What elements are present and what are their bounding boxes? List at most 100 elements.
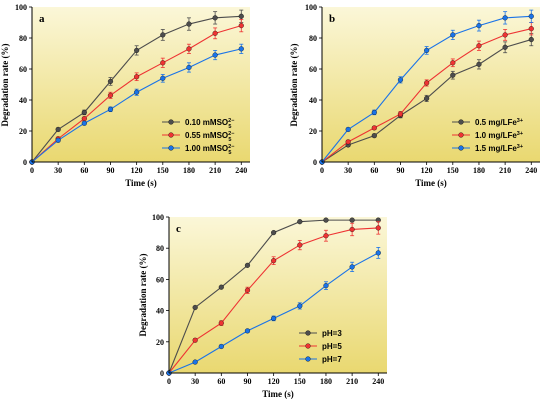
data-point-b-1-5 [450,60,456,66]
legend-name-a-2: 1.00 mMSO [185,144,228,153]
legend-sup-a-2: 2− [228,144,234,150]
x-tick-label-b-5: 150 [447,166,459,175]
legend-name-c-1: pH=5 [322,342,342,351]
data-point-b-2-3 [397,77,404,83]
panel-label-c: c [176,223,181,235]
data-point-a-2-4 [134,89,140,95]
legend-name-a-1: 0.55 mMSO [185,131,228,140]
x-tick-label-a-8: 240 [235,166,247,175]
data-point-b-1-6 [476,43,482,49]
data-point-b-2-1 [345,126,351,133]
data-point-a-2-2 [81,120,87,126]
plot-area-c [169,217,387,373]
x-tick-label-b-8: 240 [525,166,537,175]
data-point-c-0-3 [244,262,251,268]
data-point-c-0-6 [323,217,329,223]
data-point-c-1-4 [271,258,277,264]
x-tick-label-c-7: 210 [346,377,358,386]
y-tick-label-a-5: 100 [15,3,27,12]
data-point-c-0-5 [297,219,303,225]
x-tick-label-b-2: 60 [370,166,378,175]
data-point-b-0-6 [476,61,482,67]
y-tick-label-c-2: 40 [156,307,164,316]
data-point-a-1-5 [160,60,166,66]
legend-label-a-0: 0.10 mMSO2− 5 [185,118,234,130]
data-point-b-0-5 [450,72,456,78]
y-tick-label-b-5: 100 [305,3,317,12]
legend-label-c-2: pH=7 [322,355,342,364]
y-tick-label-a-3: 60 [19,65,27,74]
data-point-c-1-6 [323,233,329,239]
data-point-c-1-7 [349,226,355,233]
legend-sup-b-1: 3+ [517,131,523,137]
data-point-c-1-2 [218,320,224,326]
legend-name-b-1: 1.0 mg/LFe [475,131,517,140]
data-point-b-0-4 [424,95,430,102]
x-tick-label-c-5: 150 [294,377,306,386]
data-point-c-2-1 [192,359,198,365]
data-point-b-1-1 [345,139,351,145]
x-tick-label-b-4: 120 [421,166,433,175]
data-point-c-1-1 [192,337,198,343]
data-point-a-2-1 [55,137,61,143]
legend-label-a-2: 1.00 mMSO2− 5 [185,144,234,156]
data-point-a-1-8 [238,23,244,29]
data-point-a-1-7 [212,30,218,36]
x-tick-label-a-0: 0 [30,166,34,175]
x-tick-label-a-7: 210 [209,166,221,175]
legend-sup-a-1: 2− [228,131,234,137]
x-tick-label-c-0: 0 [167,377,171,386]
data-point-a-2-7 [212,52,218,58]
data-point-a-1-6 [186,46,192,52]
data-point-a-2-6 [186,64,192,71]
data-point-a-0-3 [107,78,114,84]
legend-label-c-1: pH=5 [322,342,342,351]
legend-swatch-marker-a-1 [168,132,174,138]
x-tick-label-c-4: 120 [268,377,280,386]
legend-name-a-0: 0.10 mMSO [185,118,228,127]
data-point-a-0-5 [160,32,166,38]
data-point-a-2-5 [160,75,166,81]
y-tick-label-b-1: 20 [309,127,317,136]
legend-name-c-0: pH=3 [322,329,342,338]
legend-label-b-0: 0.5 mg/LFe3+ [475,118,523,127]
data-point-b-1-4 [424,80,430,86]
data-point-c-1-8 [375,225,381,231]
data-point-b-2-7 [502,15,508,21]
data-point-b-2-8 [528,13,534,19]
data-point-b-0-8 [528,36,534,43]
legend-name-b-2: 1.5 mg/LFe [475,144,517,153]
y-tick-label-b-2: 40 [309,96,317,105]
x-tick-label-b-3: 90 [396,166,404,175]
y-tick-label-a-4: 80 [19,34,27,43]
chart-panel-c: 0 30 60 90 120 150 180 210 240 0 20 40 60 80 100 Time (… [138,213,387,399]
y-tick-label-a-2: 40 [19,96,27,105]
x-tick-label-c-3: 90 [243,377,251,386]
legend-label-a-1: 0.55 mMSO2− 5 [185,131,234,143]
x-tick-label-b-6: 180 [473,166,485,175]
y-tick-label-a-0: 0 [23,158,27,167]
x-tick-label-a-4: 120 [131,166,143,175]
data-point-c-0-4 [271,230,277,236]
x-tick-label-c-2: 60 [217,377,225,386]
data-point-a-2-3 [107,106,114,112]
data-point-a-1-2 [81,116,87,122]
x-axis-label-b: Time (s) [415,178,447,188]
data-point-a-0-6 [186,21,192,27]
x-axis-label-a: Time (s) [125,178,157,188]
x-tick-label-b-0: 0 [320,166,324,175]
data-point-b-1-8 [528,26,534,32]
data-point-b-1-2 [371,125,377,131]
y-axis-label-a: Degradation rate (%) [0,44,10,127]
data-point-c-1-5 [297,242,303,248]
y-tick-label-b-0: 0 [313,158,317,167]
data-point-a-0-4 [134,47,140,53]
legend-label-b-2: 1.5 mg/LFe3+ [475,144,523,153]
legend-c: pH=3 pH=5 pH=7 [299,329,342,364]
data-point-a-2-8 [238,46,244,52]
y-axis-label-b: Degradation rate (%) [289,44,299,127]
y-tick-label-c-3: 60 [156,275,164,284]
legend-sub-a-1: 5 [228,137,231,143]
y-tick-label-b-3: 60 [309,65,317,74]
